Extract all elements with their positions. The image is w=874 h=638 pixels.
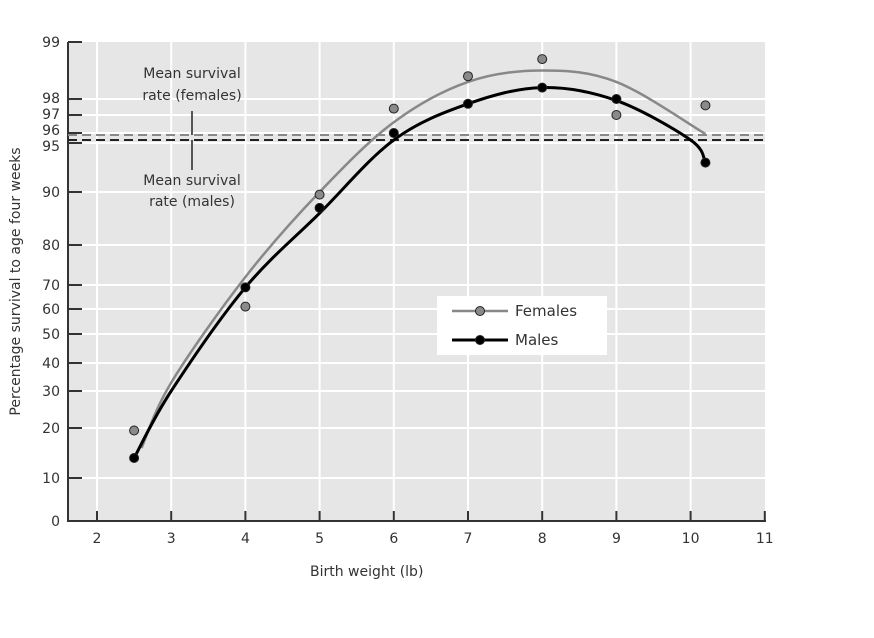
y-tick-label: 99 [42,35,60,51]
data-point-females [129,425,140,436]
annotation-text: Mean survival [143,173,240,189]
y-tick-label: 80 [42,238,60,254]
legend-label-males: Males [515,331,559,349]
fit-curve-males [132,86,707,459]
data-point-females [611,110,622,120]
data-point-females [240,301,251,312]
y-tick-label: 0 [51,514,60,530]
data-point-males [129,453,140,463]
legend-marker-males [475,335,485,345]
data-point-males [463,98,473,109]
data-point-males [537,82,548,93]
y-tick-label: 40 [42,356,60,372]
y-tick-label: 96 [42,123,60,139]
plot-background [68,42,765,521]
data-point-males [314,202,325,213]
y-tick-label: 98 [42,91,60,107]
y-tick-label: 90 [42,185,60,201]
x-tick-label: 2 [93,531,102,547]
y-tick-label: 70 [42,278,60,294]
x-tick-label: 4 [241,531,250,547]
x-tick-label: 10 [682,531,700,547]
data-point-females [388,103,399,114]
x-tick-label: 9 [612,531,621,547]
x-tick-label: 3 [167,531,176,547]
x-axis-label: Birth weight (lb) [310,564,423,580]
annotation-text: Mean survival [143,66,240,82]
data-point-females [463,71,473,82]
legend: Females Males [437,296,607,355]
y-axis-label: Percentage survival to age four weeks [8,147,24,415]
legend-marker-females [475,306,485,316]
x-tick-label: 6 [389,531,398,547]
y-tick-label: 97 [42,107,60,123]
x-tick-label: 5 [315,531,324,547]
x-tick-label: 8 [538,531,547,547]
annotation-text: rate (males) [149,194,235,210]
y-tick-label: 50 [42,327,60,343]
legend-label-females: Females [515,302,577,320]
x-tick-label: 7 [464,531,473,547]
data-point-females [700,100,711,111]
data-point-males [388,128,399,138]
data-point-males [700,157,711,168]
fit-curve-females [140,69,707,449]
data-point-females [537,54,548,65]
data-point-females [314,189,325,200]
y-tick-label: 10 [42,471,60,487]
legend-box [437,296,607,355]
y-tick-label: 95 [42,139,60,155]
annotation-text: rate (females) [142,88,241,104]
x-tick-label: 11 [756,531,774,547]
y-tick-label: 60 [42,302,60,318]
data-point-males [240,282,251,293]
y-tick-label: 20 [42,421,60,437]
data-point-males [611,94,622,104]
y-tick-label: 30 [42,384,60,400]
